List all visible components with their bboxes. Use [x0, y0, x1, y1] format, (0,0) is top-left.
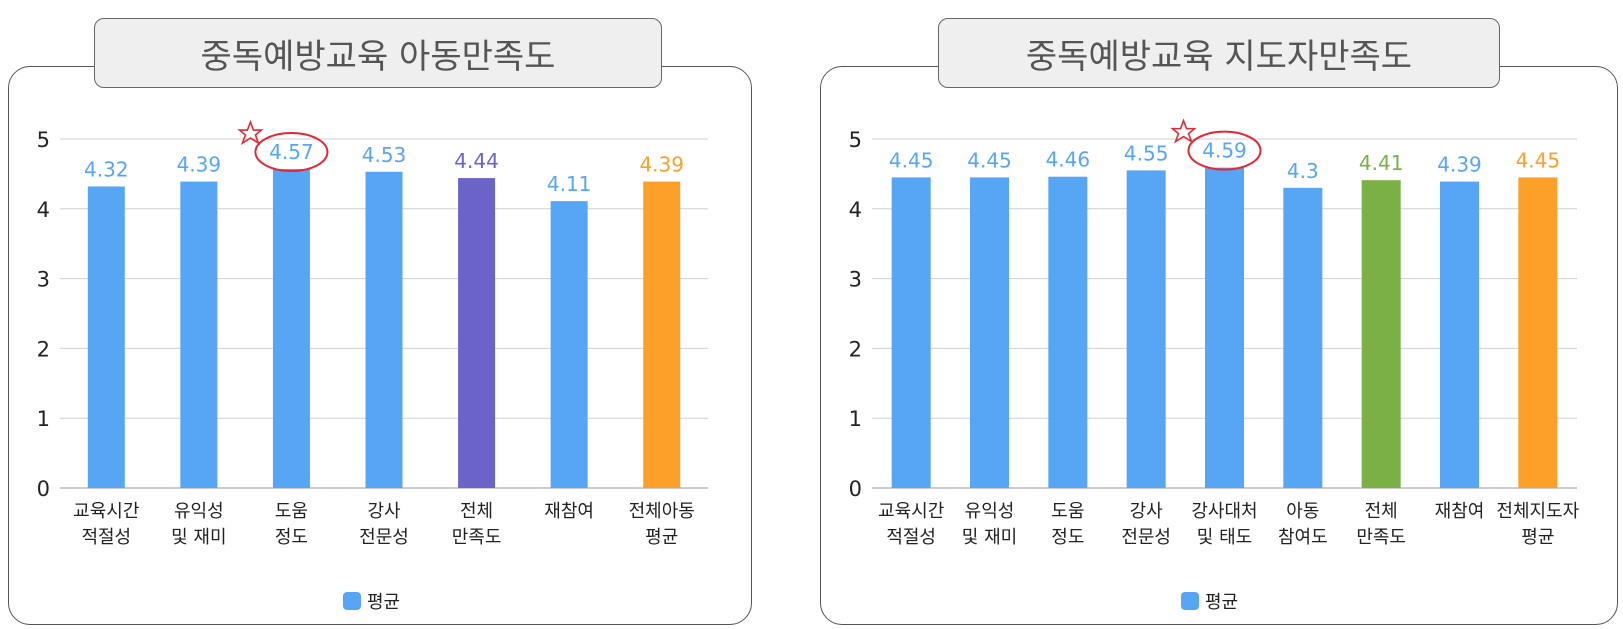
x-category-label: 정도 — [1051, 527, 1084, 548]
bar — [891, 177, 931, 488]
x-category-label: 도움 — [1051, 501, 1084, 522]
y-tick-label: 5 — [849, 128, 862, 152]
bar — [643, 181, 681, 488]
bar — [365, 171, 403, 488]
y-tick-label: 2 — [37, 337, 50, 361]
x-category-label: 유익성 — [174, 501, 224, 522]
data-label: 4.39 — [1437, 153, 1482, 177]
x-category-label: 및 재미 — [962, 527, 1017, 548]
x-category-label: 강사 — [367, 501, 401, 522]
data-label: 4.39 — [177, 153, 222, 177]
y-tick-label: 1 — [37, 407, 50, 431]
y-tick-label: 0 — [849, 477, 862, 501]
legend-swatch — [1181, 592, 1199, 610]
x-category-label: 적절성 — [81, 527, 131, 548]
y-tick-label: 4 — [849, 198, 862, 222]
x-category-label: 강사대처 — [1191, 501, 1257, 522]
highlight-circle — [254, 132, 329, 173]
data-label: 4.3 — [1287, 159, 1319, 183]
x-category-label: 만족도 — [1356, 527, 1406, 548]
data-label: 4.39 — [639, 153, 684, 177]
bar — [1126, 170, 1166, 488]
x-category-label: 전문성 — [359, 527, 409, 548]
x-category-label: 재참여 — [1435, 501, 1485, 522]
data-label: 4.57 — [269, 140, 314, 164]
x-category-label: 재참여 — [544, 501, 594, 522]
bar — [1205, 167, 1244, 489]
legend-label: 평균 — [367, 592, 401, 613]
bar — [180, 181, 218, 488]
y-tick-label: 2 — [849, 337, 862, 361]
chart-title-children: 중독예방교육 아동만족도 — [94, 18, 662, 88]
data-label: 4.45 — [1516, 148, 1561, 172]
bar — [272, 169, 310, 488]
x-category-label: 및 태도 — [1197, 527, 1252, 548]
x-category-label: 아동 — [1286, 501, 1319, 522]
bar — [550, 201, 588, 488]
x-category-label: 전체아동 — [629, 501, 695, 522]
legend-label: 평균 — [1205, 592, 1239, 613]
x-category-label: 전문성 — [1121, 527, 1171, 548]
star-mark-icon — [237, 119, 264, 145]
data-label: 4.41 — [1359, 151, 1404, 175]
y-tick-label: 0 — [37, 477, 50, 501]
x-category-label: 정도 — [275, 527, 308, 548]
bar — [970, 177, 1009, 488]
highlight-circle — [1187, 130, 1262, 171]
x-category-label: 교육시간 — [878, 501, 944, 522]
legend-children: 평균 — [343, 588, 400, 614]
bar — [1283, 187, 1323, 489]
data-label: 4.44 — [454, 149, 499, 173]
y-tick-label: 3 — [37, 268, 50, 292]
data-label: 4.53 — [362, 143, 407, 167]
x-category-label: 및 재미 — [171, 527, 226, 548]
x-category-label: 만족도 — [452, 527, 502, 548]
y-tick-label: 3 — [849, 268, 862, 292]
data-label: 4.45 — [889, 148, 934, 172]
legend-swatch — [343, 592, 361, 610]
x-category-label: 참여도 — [1278, 527, 1328, 548]
data-label: 4.32 — [84, 157, 129, 181]
x-category-label: 도움 — [275, 501, 308, 522]
data-label: 4.55 — [1124, 141, 1169, 165]
x-category-label: 전체 — [1365, 501, 1398, 522]
bar — [1361, 180, 1401, 488]
bar — [1048, 176, 1088, 488]
bar — [1440, 181, 1479, 488]
data-label: 4.11 — [547, 172, 592, 196]
bar — [458, 178, 496, 488]
x-category-label: 유익성 — [965, 501, 1015, 522]
y-tick-label: 5 — [37, 128, 50, 152]
data-label: 4.59 — [1202, 139, 1247, 163]
x-category-label: 적절성 — [886, 527, 936, 548]
x-category-label: 교육시간 — [73, 501, 139, 522]
legend-leaders: 평균 — [1181, 588, 1238, 614]
y-tick-label: 4 — [37, 198, 50, 222]
x-category-label: 평균 — [645, 527, 678, 548]
data-label: 4.45 — [967, 148, 1012, 172]
x-category-label: 전체 — [460, 501, 493, 522]
x-category-label: 전체지도자 — [1496, 501, 1579, 522]
y-tick-label: 1 — [849, 407, 862, 431]
x-category-label: 강사 — [1130, 501, 1164, 522]
bar — [87, 186, 125, 489]
chart-title-leaders: 중독예방교육 지도자만족도 — [938, 18, 1500, 88]
bar — [1518, 177, 1558, 488]
data-label: 4.46 — [1046, 148, 1091, 172]
x-category-label: 평균 — [1521, 527, 1554, 548]
star-mark-icon — [1170, 118, 1197, 144]
